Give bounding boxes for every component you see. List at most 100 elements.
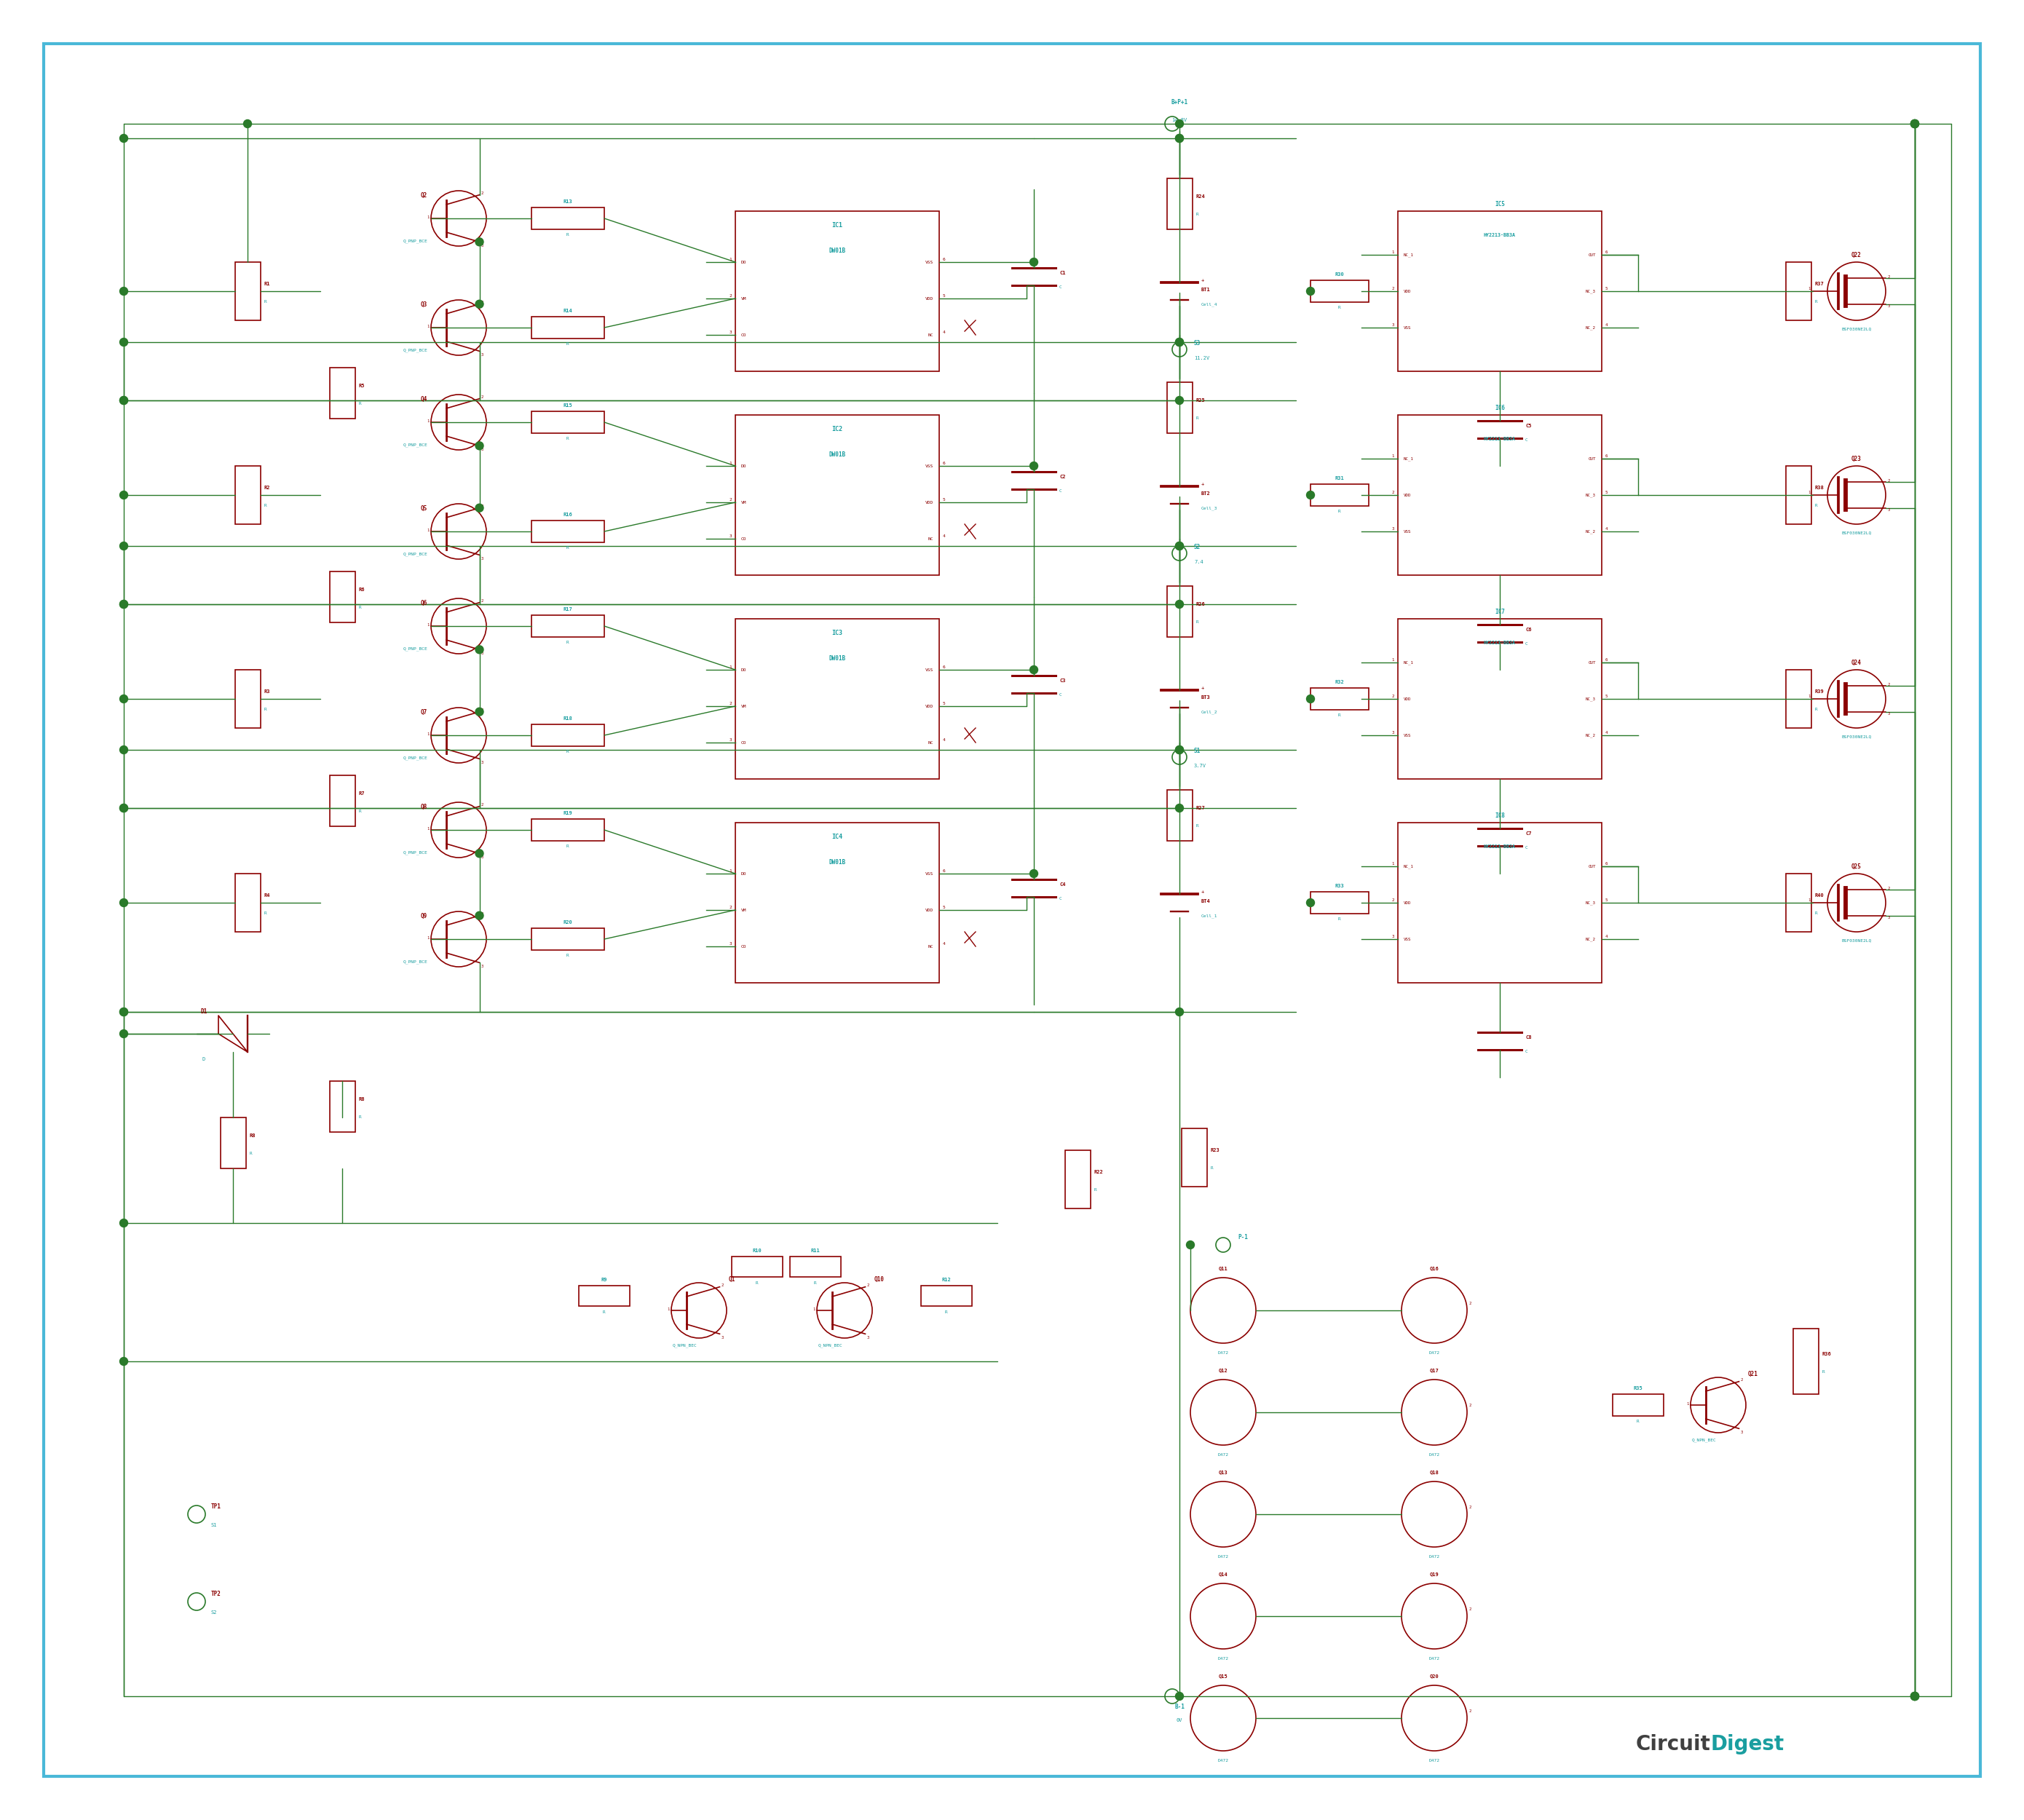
Text: R: R <box>358 1116 362 1119</box>
Circle shape <box>119 288 128 295</box>
Text: Q5: Q5 <box>421 506 427 511</box>
Bar <box>735 211 939 371</box>
Text: Q19: Q19 <box>1429 1572 1439 1576</box>
Circle shape <box>1911 120 1919 127</box>
Circle shape <box>476 300 484 308</box>
Text: R19: R19 <box>563 812 573 815</box>
Text: 1: 1 <box>1807 899 1811 903</box>
Text: R: R <box>249 1152 253 1156</box>
Text: Q20: Q20 <box>1429 1674 1439 1678</box>
Text: 3: 3 <box>482 244 484 248</box>
Circle shape <box>243 120 251 127</box>
Circle shape <box>119 135 128 142</box>
Text: D472: D472 <box>1218 1452 1229 1456</box>
Circle shape <box>1176 135 1184 142</box>
Text: 1: 1 <box>729 870 733 874</box>
Text: TP2: TP2 <box>210 1591 221 1598</box>
Text: Q17: Q17 <box>1429 1369 1439 1372</box>
Text: R: R <box>1196 417 1198 420</box>
Text: C: C <box>1526 439 1528 442</box>
Text: NC_3: NC_3 <box>1585 901 1595 905</box>
Text: R20: R20 <box>563 921 573 925</box>
Text: D472: D472 <box>1429 1758 1439 1762</box>
Text: NC_2: NC_2 <box>1585 937 1595 941</box>
Text: R5: R5 <box>358 384 364 388</box>
Text: BT3: BT3 <box>1202 695 1210 699</box>
Text: R33: R33 <box>1336 885 1344 888</box>
Circle shape <box>1186 1241 1194 1249</box>
Text: R18: R18 <box>563 717 573 721</box>
Bar <box>532 615 605 637</box>
Text: R40: R40 <box>1816 894 1824 897</box>
Bar <box>579 1285 629 1307</box>
Circle shape <box>119 899 128 906</box>
Bar <box>733 1256 783 1278</box>
Text: Q25: Q25 <box>1852 863 1862 870</box>
Text: R: R <box>263 912 267 915</box>
Text: DW01B: DW01B <box>830 451 846 459</box>
Text: 3: 3 <box>1888 304 1890 308</box>
Text: S2: S2 <box>1194 544 1200 551</box>
Text: 1: 1 <box>427 215 429 218</box>
Text: BT4: BT4 <box>1202 899 1210 903</box>
Text: Q10: Q10 <box>874 1276 884 1283</box>
Text: R: R <box>263 504 267 508</box>
Text: 4: 4 <box>1605 935 1607 939</box>
Text: B+P+1: B+P+1 <box>1172 98 1188 106</box>
Text: 2: 2 <box>1393 899 1395 903</box>
Text: R9: R9 <box>601 1278 607 1281</box>
Text: 6: 6 <box>943 666 945 670</box>
Text: VSS: VSS <box>1405 937 1411 941</box>
Text: VSS: VSS <box>925 872 933 875</box>
Text: B-1: B-1 <box>1174 1704 1184 1711</box>
Text: CO: CO <box>741 333 747 337</box>
Text: 6: 6 <box>1605 455 1607 459</box>
Bar <box>330 571 354 622</box>
Text: R2: R2 <box>263 486 269 490</box>
Circle shape <box>1911 1693 1919 1700</box>
Text: HY2213-BB3A: HY2213-BB3A <box>1484 233 1516 237</box>
Text: 2: 2 <box>1741 1378 1743 1381</box>
Text: IC6: IC6 <box>1496 404 1506 411</box>
Circle shape <box>476 238 484 246</box>
Text: Q12: Q12 <box>1218 1369 1229 1372</box>
Text: HY2213-BB3A: HY2213-BB3A <box>1484 844 1516 848</box>
Text: 5: 5 <box>943 703 945 706</box>
Text: R26: R26 <box>1196 602 1204 606</box>
Text: CO: CO <box>741 945 747 948</box>
Text: C1: C1 <box>1059 271 1065 275</box>
Text: DO: DO <box>741 872 747 875</box>
Text: 2: 2 <box>1469 1505 1471 1509</box>
Text: 1: 1 <box>427 419 429 422</box>
Text: 5: 5 <box>943 295 945 298</box>
Circle shape <box>1176 542 1184 550</box>
Text: S3: S3 <box>1194 340 1200 348</box>
Text: 1: 1 <box>427 826 429 830</box>
Text: D472: D472 <box>1429 1350 1439 1354</box>
Text: 4: 4 <box>1605 528 1607 531</box>
Text: TP1: TP1 <box>210 1503 221 1511</box>
Text: OUT: OUT <box>1589 661 1595 664</box>
Text: 6: 6 <box>943 462 945 466</box>
Circle shape <box>1308 491 1314 499</box>
Text: +: + <box>1202 482 1204 486</box>
Text: 2: 2 <box>482 300 484 304</box>
Text: 2: 2 <box>482 395 484 399</box>
Text: 2: 2 <box>482 912 484 915</box>
Bar <box>1399 619 1601 779</box>
Text: 4: 4 <box>1605 732 1607 735</box>
Text: 1: 1 <box>1393 251 1395 255</box>
Text: R8: R8 <box>249 1134 255 1138</box>
Text: Q6: Q6 <box>421 601 427 606</box>
Text: NC: NC <box>927 741 933 744</box>
Circle shape <box>1911 120 1919 127</box>
Text: Q24: Q24 <box>1852 659 1862 666</box>
Circle shape <box>119 804 128 812</box>
Text: R: R <box>358 402 362 406</box>
Text: S1: S1 <box>1194 748 1200 755</box>
Text: 1: 1 <box>427 935 429 939</box>
Bar <box>532 928 605 950</box>
Text: D472: D472 <box>1218 1350 1229 1354</box>
Text: 1: 1 <box>427 528 429 531</box>
Text: NC_2: NC_2 <box>1585 326 1595 329</box>
